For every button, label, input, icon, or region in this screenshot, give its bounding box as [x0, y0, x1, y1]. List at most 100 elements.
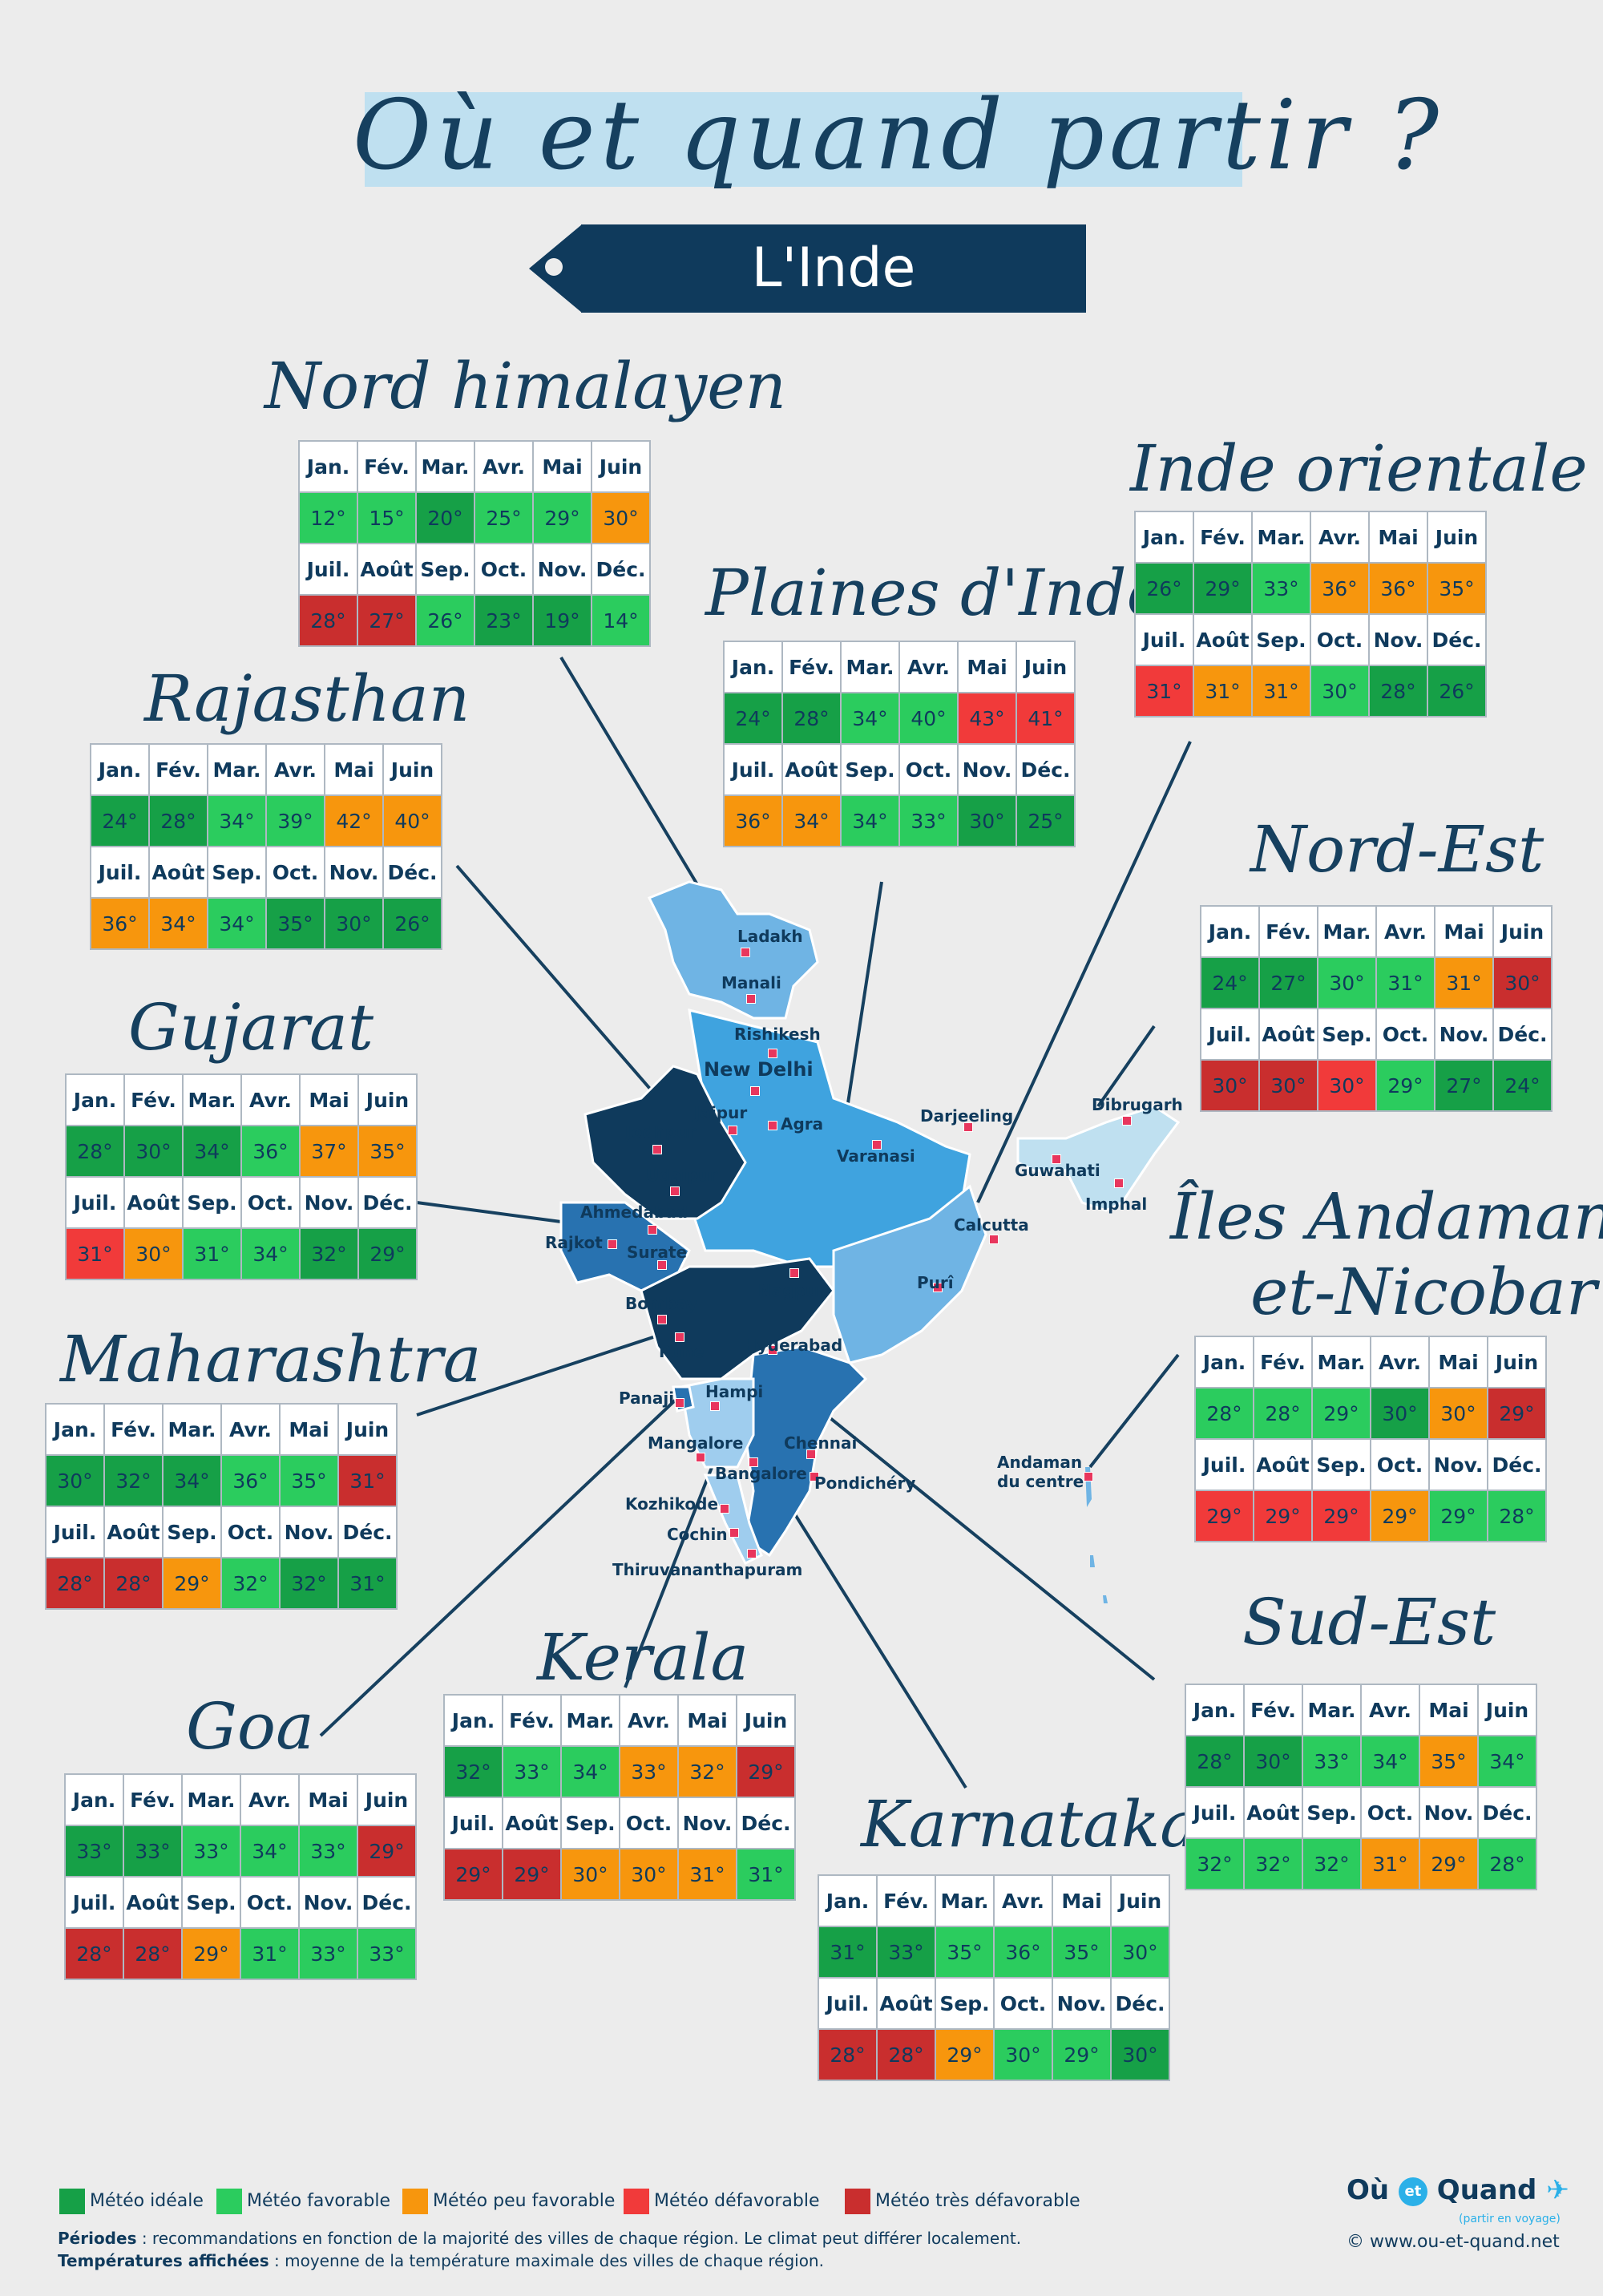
temperature-cell: 27°	[1258, 956, 1318, 1009]
city-dot	[696, 1453, 705, 1462]
region-title-kerala: Kerala	[537, 1620, 749, 1695]
temperature-row: 36° 34° 34° 35° 30° 26°	[90, 897, 442, 950]
legend-swatch-peu	[402, 2189, 428, 2214]
table-goa: Jan. Fév. Mar. Avr. Mai Juin 33° 33° 33° 34° 33° 29…	[64, 1773, 417, 1980]
month-header: Fév.	[1193, 511, 1253, 564]
temperature-cell: 31°	[337, 1557, 398, 1610]
month-header: Jan.	[1185, 1684, 1245, 1736]
month-header: Juil.	[818, 1977, 878, 2030]
city-label-thiruvananthapuram: Thiruvananthapuram	[612, 1560, 803, 1579]
connector-lines	[319, 656, 1192, 1789]
city-dot	[810, 1472, 819, 1481]
climate-table: Jan. Fév. Mar. Avr. Mai Juin 30° 32° 34° 36° 35° 31…	[45, 1403, 398, 1610]
temperature-cell: 30°	[1110, 1926, 1170, 1979]
connector-line	[976, 741, 1192, 1203]
month-header: Août	[1193, 613, 1253, 666]
month-header: Avr.	[898, 641, 959, 693]
temperature-cell: 33°	[181, 1825, 241, 1878]
temperature-cell: 33°	[502, 1745, 562, 1798]
month-header: Déc.	[1110, 1977, 1170, 2030]
city-dot	[675, 1398, 684, 1408]
temperature-cell: 34°	[148, 897, 208, 950]
temperature-cell: 31°	[240, 1927, 300, 1980]
temperature-cell: 40°	[382, 794, 442, 847]
month-header: Août	[1253, 1438, 1313, 1491]
month-header: Déc.	[736, 1797, 796, 1849]
temperature-cell: 29°	[1311, 1490, 1371, 1542]
brand-et: et	[1398, 2177, 1427, 2206]
sud-est-region	[744, 1345, 868, 1558]
temperature-cell: 35°	[265, 897, 325, 950]
connector-line	[624, 1442, 723, 1688]
city-label-udaipur: Udaipur	[646, 1166, 718, 1185]
temperature-cell: 28°	[876, 2028, 936, 2081]
temperature-cell: 28°	[148, 794, 208, 847]
region-title-sud-est: Sud-Est	[1242, 1585, 1496, 1659]
month-header: Avr.	[619, 1694, 679, 1747]
city-label-andaman: Andaman	[997, 1453, 1083, 1472]
tag-hole	[545, 258, 563, 276]
city-label-calcutta: Calcutta	[954, 1215, 1029, 1235]
temperature-cell: 34°	[207, 794, 267, 847]
temperature-row: 32° 32° 32° 31° 29° 28°	[1185, 1837, 1537, 1890]
month-header: Juil.	[1134, 613, 1194, 666]
month-header: Sep.	[1317, 1008, 1377, 1061]
table-sud-est: Jan. Fév. Mar. Avr. Mai Juin 28° 30° 33° 34° 35° 34…	[1185, 1684, 1537, 1890]
temperature-cell: 34°	[560, 1745, 620, 1798]
month-header: Juin	[1016, 641, 1076, 693]
temperature-cell: 30°	[993, 2028, 1053, 2081]
month-header: Oct.	[1360, 1786, 1420, 1839]
temperature-cell: 24°	[1200, 956, 1260, 1009]
legend-label-defavorable: Météo défavorable	[654, 2191, 820, 2211]
month-header: Mar.	[182, 1073, 242, 1126]
region-title-maharashtra: Maharashtra	[60, 1322, 482, 1397]
city-dot	[749, 1457, 758, 1467]
temperature-cell: 33°	[876, 1926, 936, 1979]
temperature-cell: 36°	[90, 897, 150, 950]
month-header: Jan.	[90, 743, 150, 796]
month-header: Mai	[1419, 1684, 1479, 1736]
temperature-cell: 36°	[993, 1926, 1053, 1979]
city-label-pune: Pune	[659, 1342, 705, 1361]
legend-label-peu: Météo peu favorable	[433, 2191, 616, 2211]
city-label-guwahati: Guwahati	[1015, 1161, 1100, 1180]
table-nord-est: Jan. Fév. Mar. Avr. Mai Juin 24° 27° 30° 31° 31° 30…	[1200, 905, 1553, 1112]
month-header: Sep.	[840, 743, 900, 796]
month-header: Nov.	[957, 743, 1017, 796]
month-header: Jan.	[723, 641, 783, 693]
temperature-row: 28° 27° 26° 23° 19° 14°	[298, 594, 651, 647]
temperature-cell: 33°	[1302, 1735, 1362, 1788]
month-header: Avr.	[1375, 905, 1435, 958]
month-header: Août	[123, 1876, 183, 1929]
brand-url[interactable]: © www.ou-et-quand.net	[1347, 2232, 1560, 2252]
city-label-agra: Agra	[781, 1114, 824, 1134]
month-header: Mai	[677, 1694, 737, 1747]
temperature-cell: 25°	[474, 491, 534, 544]
brand-logo[interactable]: Où et Quand ✈	[1347, 2174, 1569, 2206]
temperature-cell: 30°	[1243, 1735, 1303, 1788]
city-label-dibrugarh: Dibrugarh	[1092, 1095, 1183, 1114]
footer-temps-label: Températures affichées	[58, 2251, 269, 2270]
month-header: Oct.	[240, 1176, 301, 1229]
month-header: Juin	[382, 743, 442, 796]
month-header: Oct.	[993, 1977, 1053, 2030]
temperature-cell: 12°	[298, 491, 358, 544]
temperature-cell: 36°	[220, 1454, 281, 1507]
month-header: Nov.	[1368, 613, 1428, 666]
temperature-cell: 28°	[818, 2028, 878, 2081]
temperature-row: 33° 33° 33° 34° 33° 29°	[64, 1825, 417, 1878]
month-header: Mai	[324, 743, 384, 796]
month-header: Sep.	[935, 1977, 995, 2030]
temperature-cell: 33°	[298, 1927, 358, 1980]
temperature-cell: 29°	[162, 1557, 222, 1610]
temperature-cell: 28°	[781, 692, 842, 745]
temperature-cell: 29°	[357, 1825, 417, 1878]
month-header: Oct.	[220, 1506, 281, 1558]
city-dot	[789, 1268, 799, 1278]
month-header: Juil.	[298, 543, 358, 596]
month-header-row: Jan. Fév. Mar. Avr. Mai Juin	[298, 440, 651, 493]
month-header: Nov.	[532, 543, 592, 596]
temperature-row: 31° 33° 35° 36° 35° 30°	[818, 1926, 1170, 1979]
month-header: Avr.	[1370, 1336, 1430, 1389]
month-header-row: Jan. Fév. Mar. Avr. Mai Juin	[65, 1073, 418, 1126]
